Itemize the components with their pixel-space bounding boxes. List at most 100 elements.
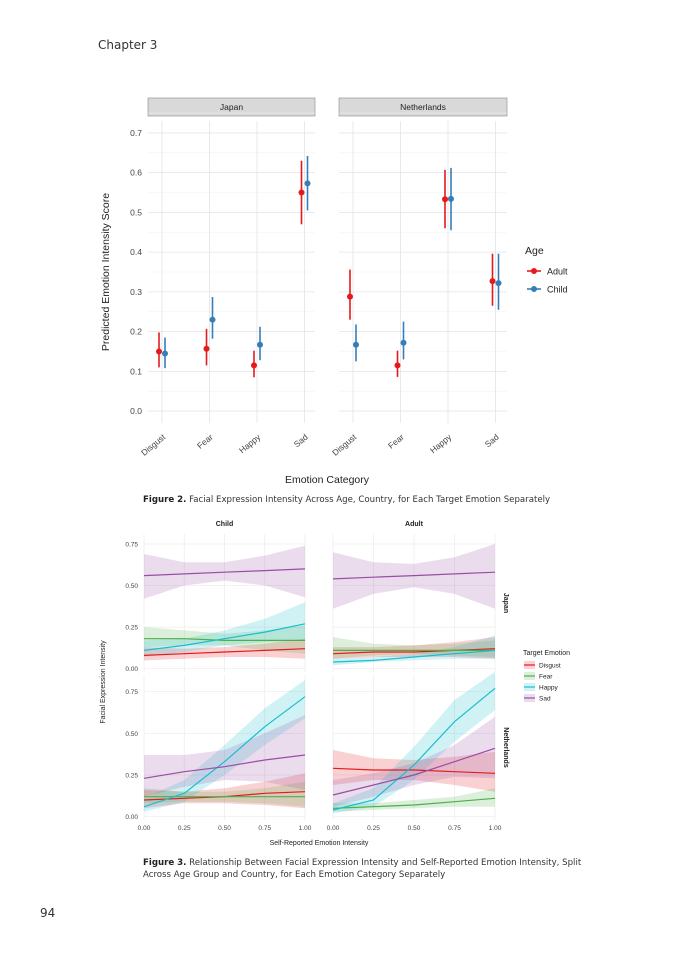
trend-line-happy <box>143 696 306 808</box>
x-tick-label: 1.00 <box>299 825 312 832</box>
point-adult <box>298 189 305 196</box>
trend-line-sad <box>332 571 496 580</box>
trend-line-happy <box>332 687 496 811</box>
legend-label-disgust: Disgust <box>539 663 561 670</box>
column-strip-label-child: Child <box>216 521 234 528</box>
y-tick-label: 0.50 <box>125 583 138 590</box>
point-child <box>495 280 502 287</box>
x-tick-label: 0.75 <box>448 825 461 832</box>
y-tick-label: 0.6 <box>130 168 142 178</box>
trend-line-fear <box>144 638 305 641</box>
point-adult <box>489 278 496 285</box>
point-child <box>304 180 311 187</box>
confidence-band-disgust <box>144 638 305 661</box>
y-axis-title: Facial Expression Intensity <box>100 640 107 724</box>
x-tick-label-japan-fear: Fear <box>195 432 215 451</box>
y-tick-label: 0.25 <box>125 625 138 632</box>
x-tick-label: 0.50 <box>408 825 421 832</box>
figure-3-chart: Child 0.00 0.25 0.50 0.75 1.00 Adult 0.00 0.25 0.… <box>95 512 595 854</box>
y-tick-label: 0.2 <box>130 327 142 337</box>
x-tick-label: 0.25 <box>367 825 380 832</box>
x-tick-label-japan-disgust: Disgust <box>139 431 168 457</box>
confidence-band-disgust <box>144 773 305 809</box>
y-tick-label: 0.75 <box>125 541 138 548</box>
confidence-band-sad <box>333 544 495 609</box>
y-tick-label: 0.75 <box>125 689 138 696</box>
legend-label-fear: Fear <box>539 674 553 681</box>
panel-strip-japan <box>147 97 316 117</box>
y-tick-label: 0.50 <box>125 731 138 738</box>
figure-2-caption-label: Figure 2. <box>143 495 187 505</box>
panel-strip-label-japan: Japan <box>220 102 243 112</box>
y-tick-label: 0.7 <box>130 128 142 138</box>
confidence-band-fear <box>333 788 495 812</box>
trend-line-sad <box>143 754 306 779</box>
row-strip-label-japan: Japan <box>502 593 509 613</box>
y-tick-label: 0.25 <box>125 773 138 780</box>
legend-title: Target Emotion <box>523 650 570 657</box>
x-tick-label: 0.75 <box>258 825 271 832</box>
x-tick-label: 1.00 <box>489 825 502 832</box>
figure-2-chart: Japan Disgust Fear Happy Sad Netherlands Disgu… <box>100 97 568 486</box>
y-tick-label: 0.00 <box>125 814 138 821</box>
figure-3-caption-text: Relationship Between Facial Expression I… <box>143 858 582 880</box>
y-tick-label: 0.1 <box>130 366 142 376</box>
trend-line-fear <box>332 797 496 809</box>
point-adult <box>156 348 162 355</box>
x-tick-label-japan-sad: Sad <box>292 432 310 450</box>
confidence-band-sad <box>144 715 305 797</box>
legend-title: Age <box>525 245 544 257</box>
y-axis-title: Predicted Emotion Intensity Score <box>100 193 112 351</box>
figure-3-caption-label: Figure 3. <box>143 858 187 868</box>
trend-line-disgust <box>332 767 496 774</box>
confidence-band-happy <box>144 680 305 812</box>
y-tick-label: 0.0 <box>130 406 142 416</box>
y-tick-label: 0.4 <box>130 247 142 257</box>
confidence-band-happy <box>144 602 305 657</box>
figure-2-caption-text: Facial Expression Intensity Across Age, … <box>189 495 551 505</box>
point-child <box>162 350 168 357</box>
point-adult <box>251 362 257 369</box>
legend-label-child: Child <box>547 285 568 295</box>
panel-strip-netherlands <box>338 97 508 117</box>
x-tick-label: 0.50 <box>218 825 231 832</box>
point-child <box>353 341 359 348</box>
legend-label-happy: Happy <box>539 685 559 692</box>
legend-label-adult: Adult <box>547 267 568 277</box>
x-tick-label: 0.25 <box>178 825 191 832</box>
confidence-band-disgust <box>333 750 495 792</box>
trend-line-happy <box>332 649 496 663</box>
point-child <box>400 339 407 346</box>
figure-2-caption: Figure 2. Facial Expression Intensity Ac… <box>143 494 593 506</box>
point-child <box>257 341 263 348</box>
confidence-band-happy <box>333 635 495 666</box>
point-adult <box>347 293 353 300</box>
point-adult <box>394 362 401 369</box>
row-strip-label-netherlands: Netherlands <box>502 727 509 768</box>
x-tick-label: 0.00 <box>327 825 340 832</box>
legend-key-point-adult <box>531 268 537 274</box>
x-tick-label-japan-happy: Happy <box>237 431 263 455</box>
legend-key-point-child <box>531 286 537 292</box>
x-tick-label-netherlands-happy: Happy <box>428 431 454 455</box>
y-tick-label: 0.00 <box>125 666 138 673</box>
panel-strip-label-netherlands: Netherlands <box>400 102 446 112</box>
x-axis-title: Emotion Category <box>285 474 370 486</box>
page-number: 94 <box>40 906 56 920</box>
trend-line-sad <box>143 568 306 577</box>
y-tick-label: 0.5 <box>130 207 142 217</box>
column-strip-label-adult: Adult <box>405 521 424 528</box>
confidence-band-sad <box>333 716 495 807</box>
x-tick-label-netherlands-sad: Sad <box>483 432 501 450</box>
point-child <box>209 316 216 323</box>
x-tick-label: 0.00 <box>138 825 151 832</box>
legend-label-sad: Sad <box>539 696 551 703</box>
point-adult <box>203 345 210 352</box>
running-head: Chapter 3 <box>98 38 158 52</box>
x-tick-label-netherlands-fear: Fear <box>386 432 406 451</box>
x-axis-title: Self-Reported Emotion Intensity <box>270 840 369 847</box>
y-tick-label: 0.3 <box>130 287 142 297</box>
point-adult <box>442 196 448 203</box>
confidence-band-happy <box>333 671 495 814</box>
trend-line-disgust <box>143 648 306 656</box>
